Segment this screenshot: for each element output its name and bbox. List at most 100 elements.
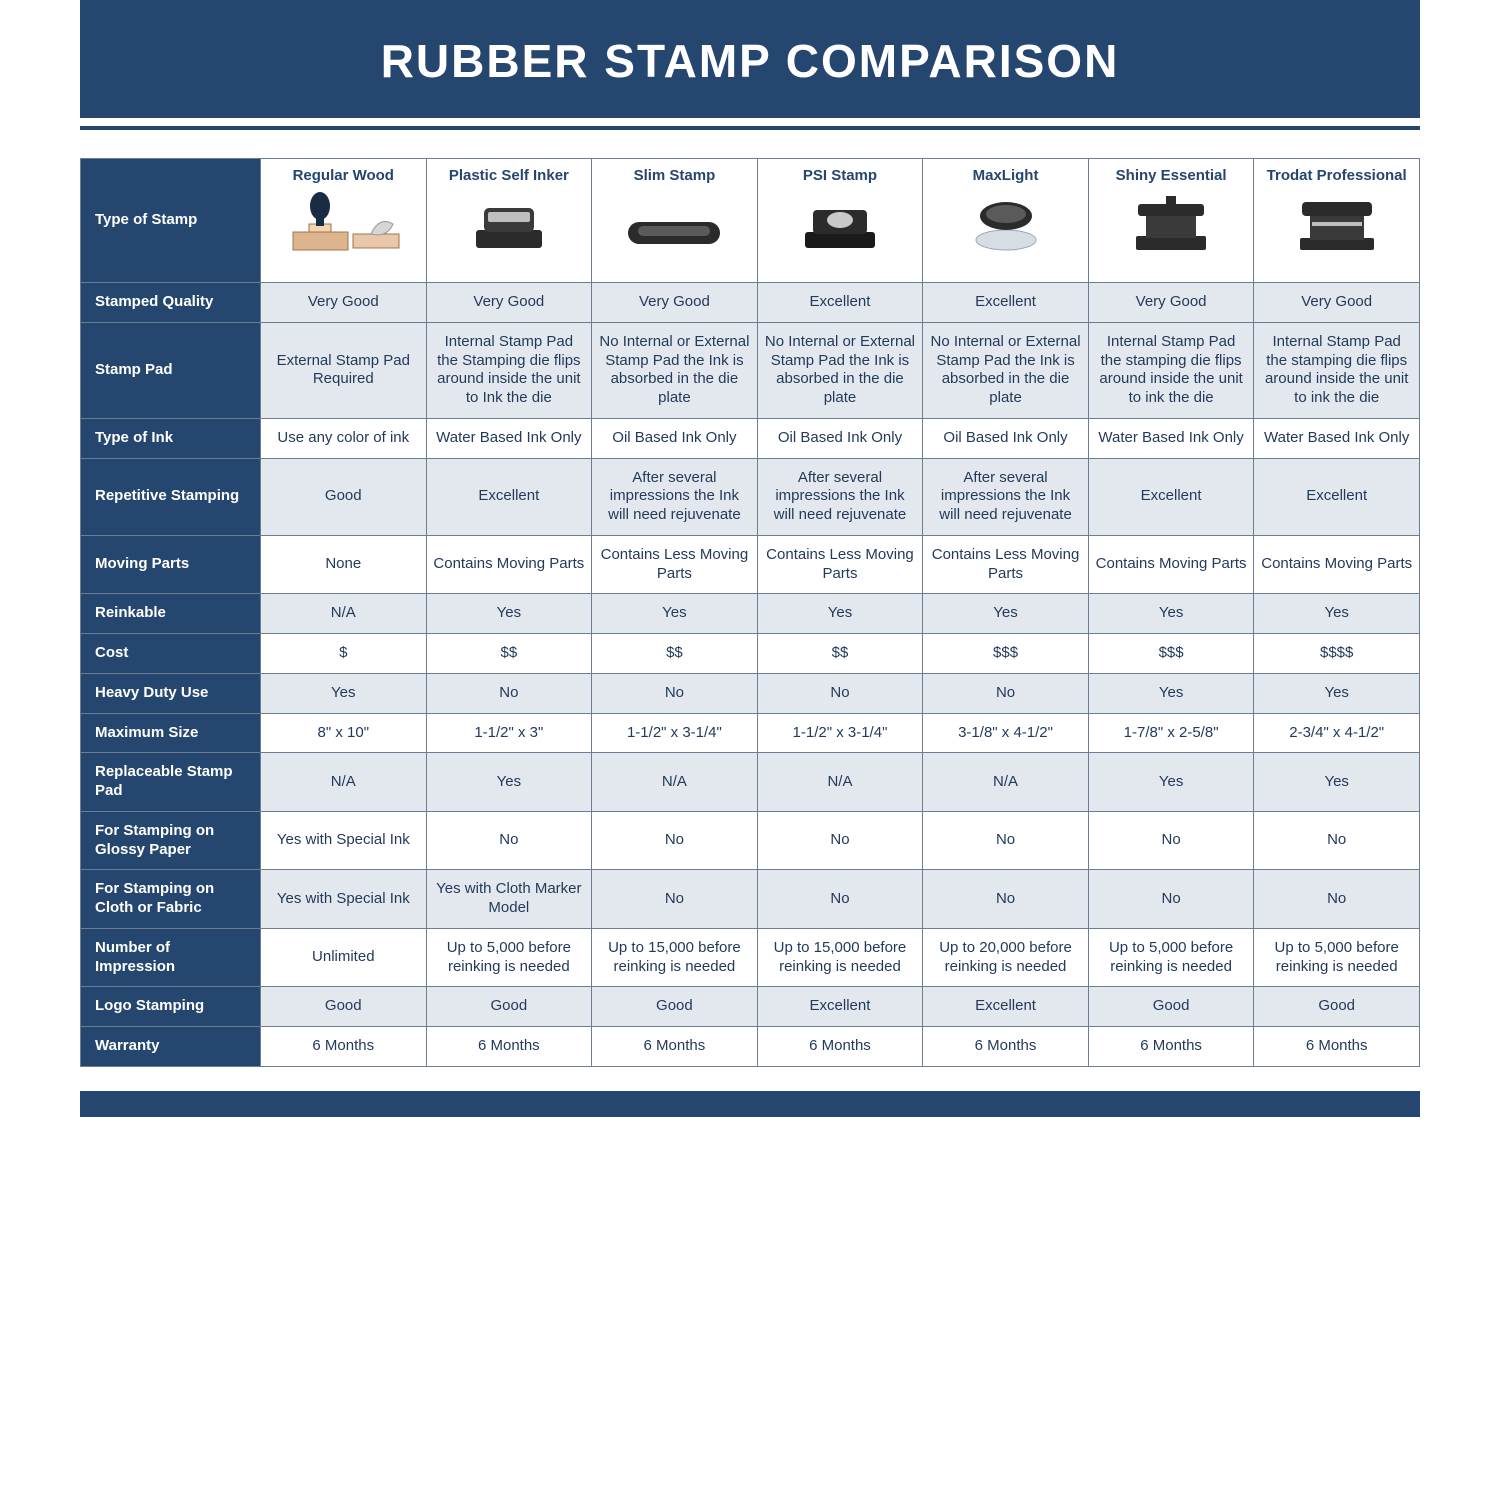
cell: 1-1/2" x 3-1/4"	[757, 713, 923, 753]
cell: N/A	[757, 753, 923, 812]
page-root: RUBBER STAMP COMPARISON Type of Stamp Re…	[0, 0, 1500, 1117]
cell: No	[1254, 811, 1420, 870]
cell: 6 Months	[261, 1027, 427, 1067]
cell: Up to 5,000 before reinking is needed	[426, 928, 592, 987]
header-row: Type of Stamp Regular Wood	[81, 159, 1420, 283]
row-head-heavy_duty_use: Heavy Duty Use	[81, 673, 261, 713]
cell: Yes	[1254, 753, 1420, 812]
trodat-professional-stamp-icon	[1282, 192, 1392, 254]
cell: Oil Based Ink Only	[592, 418, 758, 458]
cell: 2-3/4" x 4-1/2"	[1254, 713, 1420, 753]
slim-stamp-icon	[614, 192, 734, 254]
cell: Yes with Cloth Marker Model	[426, 870, 592, 929]
cell: Contains Less Moving Parts	[757, 535, 923, 594]
cell: Water Based Ink Only	[1254, 418, 1420, 458]
cell: Very Good	[1254, 283, 1420, 323]
row-head-type_of_ink: Type of Ink	[81, 418, 261, 458]
cell: No	[923, 870, 1089, 929]
cell: Yes with Special Ink	[261, 811, 427, 870]
cell: Contains Moving Parts	[1088, 535, 1254, 594]
cell: Excellent	[923, 987, 1089, 1027]
cell: Excellent	[426, 458, 592, 535]
cell: Excellent	[1088, 458, 1254, 535]
table-row: Heavy Duty UseYesNoNoNoNoYesYes	[81, 673, 1420, 713]
cell: 6 Months	[1254, 1027, 1420, 1067]
col-head-trodat-professional: Trodat Professional	[1254, 159, 1420, 283]
cell: 1-1/2" x 3"	[426, 713, 592, 753]
cell: Use any color of ink	[261, 418, 427, 458]
table-row: Type of InkUse any color of inkWater Bas…	[81, 418, 1420, 458]
cell: N/A	[592, 753, 758, 812]
cell: No	[426, 811, 592, 870]
comparison-table: Type of Stamp Regular Wood	[80, 158, 1420, 1067]
cell: Yes	[1254, 673, 1420, 713]
table-row: Stamped QualityVery GoodVery GoodVery Go…	[81, 283, 1420, 323]
cell: After several impressions the Ink will n…	[923, 458, 1089, 535]
row-head-stamp_pad: Stamp Pad	[81, 322, 261, 418]
cell: Oil Based Ink Only	[923, 418, 1089, 458]
cell: Excellent	[757, 987, 923, 1027]
col-label: Shiny Essential	[1095, 167, 1248, 186]
cell: N/A	[261, 753, 427, 812]
cell: 8" x 10"	[261, 713, 427, 753]
cell: Good	[592, 987, 758, 1027]
cell: 6 Months	[426, 1027, 592, 1067]
table-body: Stamped QualityVery GoodVery GoodVery Go…	[81, 283, 1420, 1067]
plastic-self-inker-stamp-icon	[454, 192, 564, 254]
row-head-replaceable_stamp_pad: Replaceable Stamp Pad	[81, 753, 261, 812]
cell: $$	[426, 634, 592, 674]
footer-bar	[80, 1091, 1420, 1117]
cell: 3-1/8" x 4-1/2"	[923, 713, 1089, 753]
maxlight-stamp-icon	[956, 192, 1056, 254]
cell: $	[261, 634, 427, 674]
cell: No Internal or External Stamp Pad the In…	[592, 322, 758, 418]
cell: Excellent	[923, 283, 1089, 323]
cell: After several impressions the Ink will n…	[592, 458, 758, 535]
cell: 6 Months	[757, 1027, 923, 1067]
cell: Contains Less Moving Parts	[923, 535, 1089, 594]
col-label: MaxLight	[929, 167, 1082, 186]
row-head-stamped_quality: Stamped Quality	[81, 283, 261, 323]
cell: Water Based Ink Only	[1088, 418, 1254, 458]
col-head-regular-wood: Regular Wood	[261, 159, 427, 283]
col-head-slim-stamp: Slim Stamp	[592, 159, 758, 283]
cell: Yes	[1254, 594, 1420, 634]
shiny-essential-stamp-icon	[1116, 192, 1226, 254]
col-label: Regular Wood	[267, 167, 420, 186]
cell: No	[757, 870, 923, 929]
cell: Yes with Special Ink	[261, 870, 427, 929]
cell: Good	[261, 987, 427, 1027]
cell: Yes	[261, 673, 427, 713]
table-row: Moving PartsNoneContains Moving PartsCon…	[81, 535, 1420, 594]
table-row: Warranty6 Months6 Months6 Months6 Months…	[81, 1027, 1420, 1067]
cell: $$$	[923, 634, 1089, 674]
row-head-reinkable: Reinkable	[81, 594, 261, 634]
cell: Very Good	[261, 283, 427, 323]
cell: Yes	[757, 594, 923, 634]
row-head-repetitive_stamping: Repetitive Stamping	[81, 458, 261, 535]
cell: Up to 15,000 before reinking is needed	[592, 928, 758, 987]
cell: Good	[1254, 987, 1420, 1027]
col-head-psi-stamp: PSI Stamp	[757, 159, 923, 283]
cell: Unlimited	[261, 928, 427, 987]
cell: Good	[1088, 987, 1254, 1027]
comparison-table-wrap: Type of Stamp Regular Wood	[80, 158, 1420, 1067]
table-row: Replaceable Stamp PadN/AYesN/AN/AN/AYesY…	[81, 753, 1420, 812]
cell: Water Based Ink Only	[426, 418, 592, 458]
cell: None	[261, 535, 427, 594]
table-row: Stamp PadExternal Stamp Pad RequiredInte…	[81, 322, 1420, 418]
table-row: Cost$$$$$$$$$$$$$$$$$	[81, 634, 1420, 674]
cell: No Internal or External Stamp Pad the In…	[923, 322, 1089, 418]
cell: 1-1/2" x 3-1/4"	[592, 713, 758, 753]
title-underline	[80, 126, 1420, 130]
cell: Yes	[426, 594, 592, 634]
cell: Internal Stamp Pad the stamping die flip…	[1088, 322, 1254, 418]
cell: No	[592, 870, 758, 929]
cell: N/A	[261, 594, 427, 634]
row-head-moving_parts: Moving Parts	[81, 535, 261, 594]
cell: No	[592, 811, 758, 870]
table-row: For Stamping on Cloth or FabricYes with …	[81, 870, 1420, 929]
cell: No	[1254, 870, 1420, 929]
cell: Yes	[1088, 673, 1254, 713]
row-head-cost: Cost	[81, 634, 261, 674]
